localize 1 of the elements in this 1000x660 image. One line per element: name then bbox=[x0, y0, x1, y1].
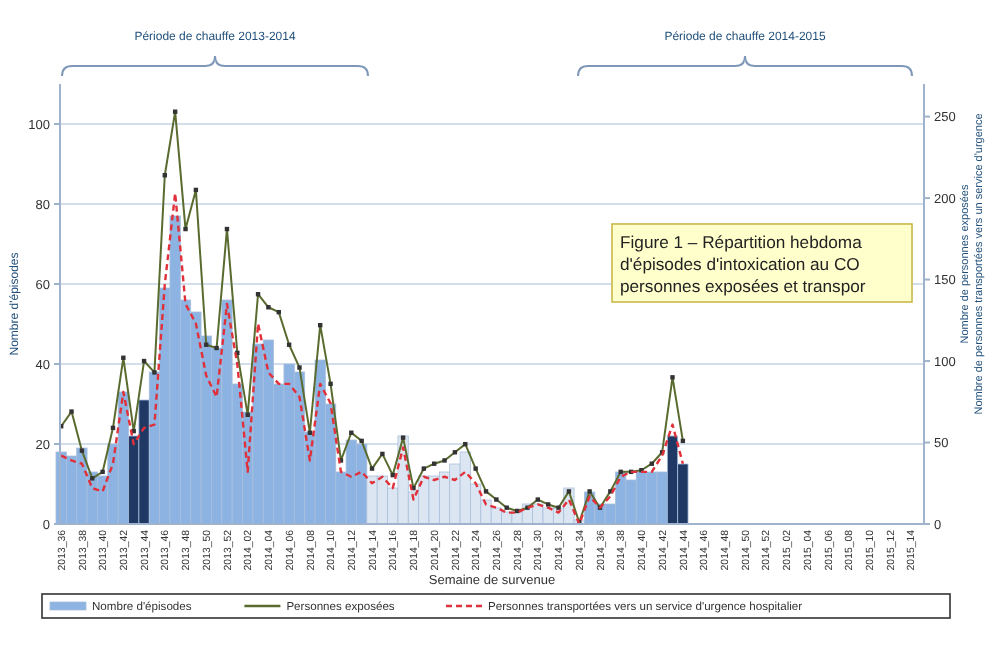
annotation: Figure 1 – Répartition hebdoma d'épisodes d'intoxication au CO personnes exposées et transpor bbox=[620, 232, 866, 296]
